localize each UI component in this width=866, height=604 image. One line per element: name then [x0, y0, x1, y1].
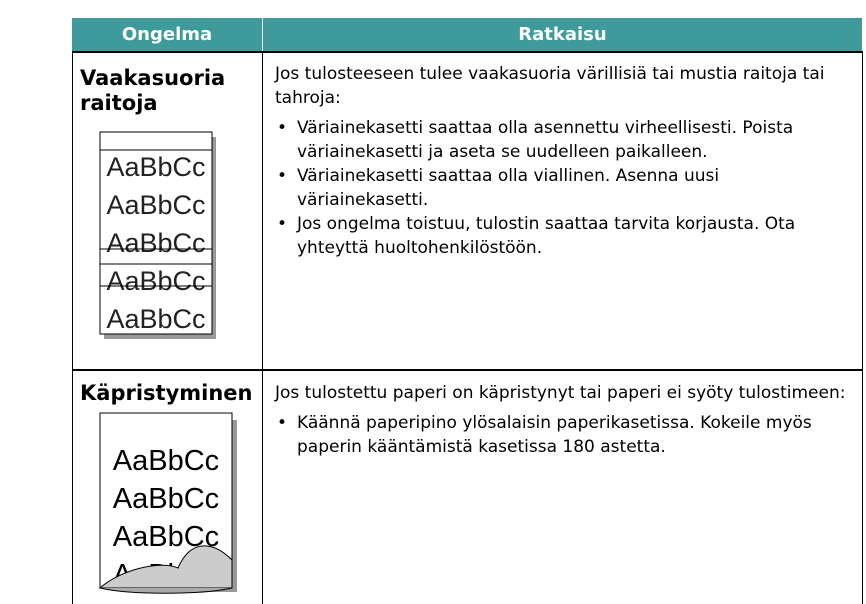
- curl: [99, 587, 233, 594]
- bullet: Jos ongelma toistuu, tulostin saattaa ta…: [275, 212, 853, 260]
- bullet: Väriainekasetti saattaa olla asennettu v…: [275, 116, 853, 164]
- solution: Jos tulosteeseen tulee vaakasuoria väril…: [275, 62, 853, 260]
- solution-intro: Jos tulosteeseen tulee vaakasuoria väril…: [275, 64, 825, 108]
- bullet: Käännä paperipino ylösalaisin paperikase…: [275, 411, 853, 459]
- paper: [99, 131, 213, 335]
- border: [862, 52, 863, 604]
- sample-text: AaBbCc: [106, 152, 205, 182]
- bullet-list: Väriainekasetti saattaa olla asennettu v…: [275, 116, 853, 260]
- border: [72, 51, 863, 53]
- header-cell: Ratkaisu: [263, 18, 862, 52]
- stripes: [100, 149, 212, 287]
- bullet-list: Käännä paperipino ylösalaisin paperikase…: [275, 411, 853, 459]
- problem-title: Vaakasuoria raitoja: [80, 66, 226, 115]
- sample-text: AaBbCc: [106, 228, 205, 258]
- curl: [98, 545, 233, 589]
- sample-text: AaBbCc: [106, 190, 205, 220]
- border: [72, 52, 73, 604]
- bullet: Väriainekasetti saattaa olla viallinen. …: [275, 164, 853, 212]
- sample-text: AaBbCc: [106, 304, 205, 334]
- solution-intro: Jos tulostettu paperi on käpristynyt tai…: [275, 383, 846, 403]
- sample-text: AaBbCc: [113, 483, 219, 515]
- header-cell: Ongelma: [72, 18, 262, 52]
- solution: Jos tulostettu paperi on käpristynyt tai…: [275, 381, 853, 459]
- sample-text: AaBbCc: [113, 445, 219, 477]
- border: [72, 369, 863, 371]
- border: [262, 52, 263, 604]
- sample-text: AaBbCc: [106, 266, 205, 296]
- problem-title: Käpristyminen: [80, 381, 253, 405]
